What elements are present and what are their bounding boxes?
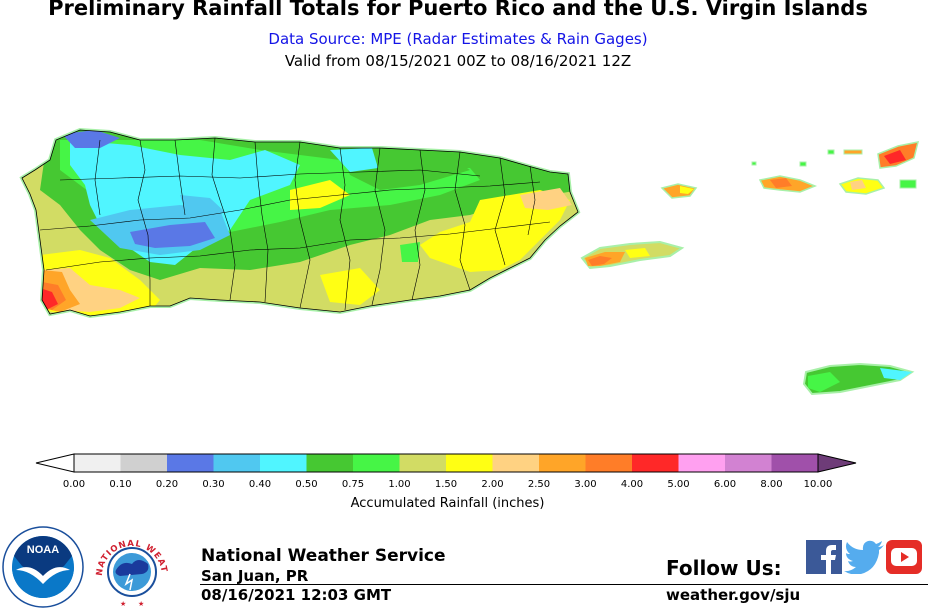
legend-tick-label: 4.00	[621, 479, 643, 490]
rainfall-map	[19, 127, 920, 396]
map-title: Preliminary Rainfall Totals for Puerto R…	[48, 0, 868, 20]
agency-name: National Weather Service	[201, 546, 446, 566]
legend-tick-label: 0.40	[249, 479, 271, 490]
legend-tick-label: 0.50	[295, 479, 317, 490]
legend-overflow	[817, 453, 857, 473]
legend-title: Accumulated Rainfall (inches)	[350, 496, 545, 511]
noaa-logo-icon: NOAA	[2, 526, 84, 608]
valid-period: Valid from 08/15/2021 00Z to 08/16/2021 …	[284, 52, 632, 70]
legend-color-box	[167, 454, 214, 472]
legend-color-box	[260, 454, 307, 472]
legend-color-box	[492, 454, 539, 472]
culebra-island	[660, 183, 698, 199]
twitter-icon[interactable]	[844, 540, 886, 574]
legend-color-box	[120, 454, 167, 472]
legend-tick-label: 0.10	[109, 479, 131, 490]
rainfall-legend: 0.00 0.10 0.20 0.30 0.40 0.50 0.75 1.00 1.50 2.00…	[35, 453, 857, 490]
tortola-island	[877, 141, 920, 169]
legend-color-box	[399, 454, 446, 472]
data-source-subtitle: Data Source: MPE (Radar Estimates & Rain…	[268, 30, 648, 48]
follow-us-label: Follow Us:	[666, 556, 782, 580]
legend-tick-label: 2.00	[481, 479, 503, 490]
website-link[interactable]: weather.gov/sju	[666, 586, 801, 604]
county-boundaries	[39, 137, 551, 311]
legend-color-box	[632, 454, 679, 472]
legend-tick-label: 0.20	[156, 479, 178, 490]
legend-underflow	[35, 453, 75, 473]
legend-color-box	[446, 454, 493, 472]
footer-divider	[200, 584, 928, 585]
issued-time: 08/16/2021 12:03 GMT	[201, 586, 392, 604]
office-name: San Juan, PR	[201, 567, 309, 585]
facebook-icon[interactable]	[806, 540, 842, 574]
legend-color-box	[771, 454, 818, 472]
noaa-logo-text: NOAA	[27, 544, 59, 556]
legend-tick-label: 3.00	[574, 479, 596, 490]
legend-tick-label: 0.00	[63, 479, 85, 490]
small-cays	[751, 149, 917, 189]
svg-text:★: ★	[120, 600, 126, 608]
legend-tick-label: 1.50	[435, 479, 457, 490]
legend-outline	[73, 453, 819, 473]
legend-color-box	[725, 454, 772, 472]
youtube-icon[interactable]	[886, 540, 922, 574]
legend-tick-label: 1.00	[388, 479, 410, 490]
st-john-island	[838, 177, 886, 195]
legend-tick-label: 2.50	[528, 479, 550, 490]
svg-text:★: ★	[138, 600, 144, 608]
legend-tick-label: 0.30	[202, 479, 224, 490]
nws-logo-icon: NATIONAL WEATHER SERVICE ★ ★	[90, 526, 168, 608]
vieques-island	[580, 240, 685, 270]
legend-tick-label: 0.75	[342, 479, 364, 490]
puerto-rico-outline	[21, 129, 579, 317]
legend-color-box	[585, 454, 632, 472]
legend-tick-label: 8.00	[760, 479, 782, 490]
legend-tick-label: 6.00	[714, 479, 736, 490]
legend-color-box	[353, 454, 400, 472]
legend-color-box	[74, 454, 121, 472]
legend-color-box	[539, 454, 586, 472]
legend-color-box	[678, 454, 725, 472]
legend-tick-label: 10.00	[804, 479, 833, 490]
legend-color-box	[306, 454, 353, 472]
puerto-rico-rainfall	[22, 130, 578, 316]
legend-tick-label: 5.00	[667, 479, 689, 490]
st-thomas-island	[758, 175, 818, 193]
st-croix-island	[802, 362, 915, 396]
legend-color-box	[213, 454, 260, 472]
